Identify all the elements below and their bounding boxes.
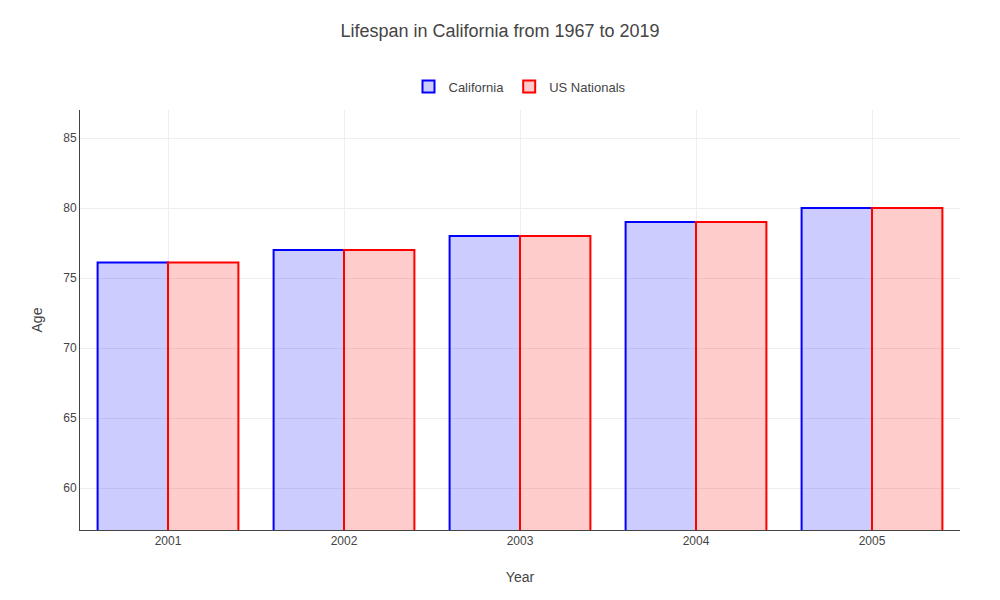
svg-text:2001: 2001 <box>155 534 182 548</box>
svg-text:California: California <box>449 80 505 95</box>
svg-text:Lifespan in California from 19: Lifespan in California from 1967 to 2019 <box>340 21 659 41</box>
svg-text:80: 80 <box>63 201 77 215</box>
svg-text:2005: 2005 <box>859 534 886 548</box>
svg-text:US Nationals: US Nationals <box>549 80 625 95</box>
svg-text:Age: Age <box>29 307 45 332</box>
svg-text:2003: 2003 <box>507 534 534 548</box>
svg-text:65: 65 <box>63 411 77 425</box>
svg-text:2004: 2004 <box>683 534 710 548</box>
svg-text:60: 60 <box>63 481 77 495</box>
svg-text:Year: Year <box>506 569 535 585</box>
svg-text:75: 75 <box>63 271 77 285</box>
svg-text:2002: 2002 <box>331 534 358 548</box>
svg-text:70: 70 <box>63 341 77 355</box>
svg-text:85: 85 <box>63 131 77 145</box>
